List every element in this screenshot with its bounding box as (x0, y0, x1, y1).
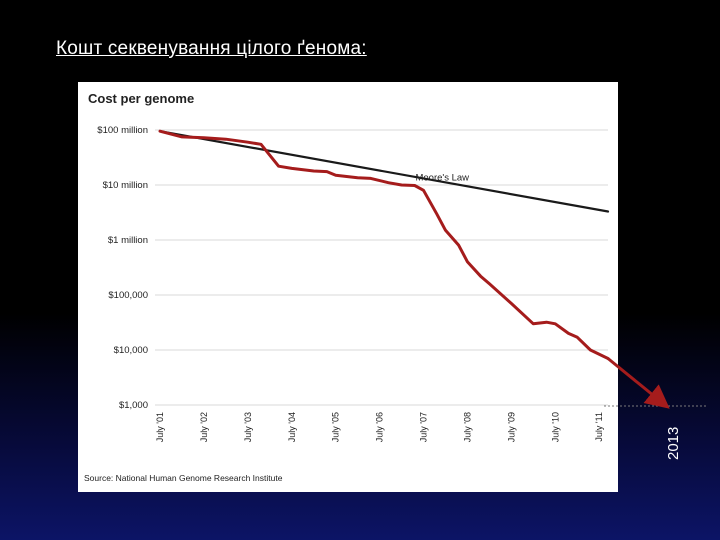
x-tick-label: July '01 (155, 412, 165, 442)
x-tick-label: July '05 (331, 412, 341, 442)
x-tick-label: July '09 (506, 412, 516, 442)
chart-title: Cost per genome (88, 91, 194, 106)
chart-panel: $100 million $10 million $1 million $100,00… (78, 82, 618, 492)
x-tick-label: July '10 (550, 412, 560, 442)
x-tick-label: July '11 (594, 412, 604, 442)
x-tick-label: July '03 (243, 412, 253, 442)
y-axis-ticks: $100 million $10 million $1 million $100,00… (97, 125, 148, 411)
x-tick-label: July '07 (419, 412, 429, 442)
grid-lines (155, 129, 608, 406)
moores-law-line (158, 130, 610, 213)
cost-per-genome-line (158, 129, 610, 360)
y-tick-label: $1,000 (119, 400, 148, 411)
slide-title: Кошт секвенування цілого ґенома: (56, 38, 367, 59)
y-tick-label: $1 million (108, 235, 148, 246)
moores-law-label: Moore's Law (415, 173, 469, 184)
y-tick-label: $100 million (97, 125, 148, 136)
series-lines (158, 129, 610, 360)
x-axis-ticks: July '01 July '02 July '03 July '04 July '05… (155, 412, 604, 442)
y-tick-label: $10 million (103, 180, 148, 191)
x-tick-label: July '08 (462, 412, 472, 442)
year-2013-label: 2013 (665, 426, 682, 460)
y-tick-label: $10,000 (114, 345, 148, 356)
x-tick-label: July '06 (375, 412, 385, 442)
y-tick-label: $100,000 (108, 290, 148, 301)
cost-per-genome-chart: $100 million $10 million $1 million $100,00… (84, 91, 610, 483)
x-tick-label: July '04 (287, 412, 297, 442)
chart-source: Source: National Human Genome Research I… (84, 473, 283, 483)
x-tick-label: July '02 (199, 412, 209, 442)
